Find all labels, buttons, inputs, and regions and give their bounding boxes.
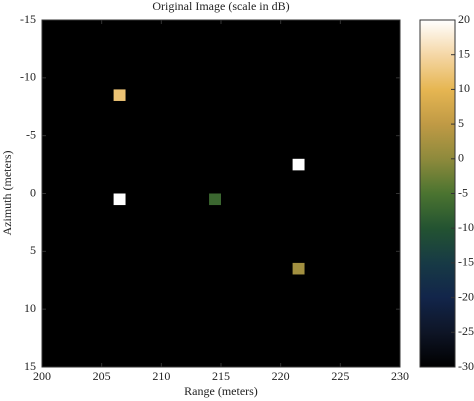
y-tick-label: 10 (24, 301, 36, 315)
x-tick-label: 215 (212, 369, 230, 383)
colorbar-tick-label: -5 (458, 185, 468, 199)
y-tick-label: 15 (24, 359, 36, 373)
colorbar (419, 19, 456, 368)
x-tick-label: 220 (272, 369, 290, 383)
y-tick-label: 0 (30, 185, 36, 199)
chart-title: Original Image (scale in dB) (152, 0, 289, 13)
heatmap-cell (209, 193, 221, 206)
heatmap-cell (292, 262, 305, 275)
colorbar-tick-label: -15 (458, 255, 474, 269)
x-tick-label: 200 (33, 369, 51, 383)
colorbar-tick-label: -20 (458, 289, 474, 303)
y-tick-label: -15 (20, 12, 36, 26)
x-tick-label: 210 (152, 369, 170, 383)
colorbar-tick-label: 0 (458, 151, 464, 165)
y-tick-label: -5 (26, 127, 36, 141)
x-axis-label: Range (meters) (184, 384, 258, 398)
x-tick-label: 225 (331, 369, 349, 383)
x-tick-label: 230 (391, 369, 409, 383)
colorbar-tick-label: -10 (458, 220, 474, 234)
y-axis-label: Azimuth (meters) (0, 151, 14, 236)
y-tick-label: 5 (30, 243, 36, 257)
colorbar-tick-label: 20 (458, 12, 470, 26)
colorbar-tick-label: 5 (458, 116, 464, 130)
heatmap-cell (113, 193, 126, 206)
heatmap-cell (292, 158, 305, 171)
colorbar-tick-label: 10 (458, 81, 470, 95)
y-tick-label: -10 (20, 70, 36, 84)
colorbar-tick-label: -25 (458, 324, 474, 338)
colorbar-tick-label: 15 (458, 46, 470, 60)
colorbar-tick-label: -30 (458, 359, 474, 373)
heatmap-cell (113, 89, 126, 101)
x-tick-label: 205 (93, 369, 111, 383)
